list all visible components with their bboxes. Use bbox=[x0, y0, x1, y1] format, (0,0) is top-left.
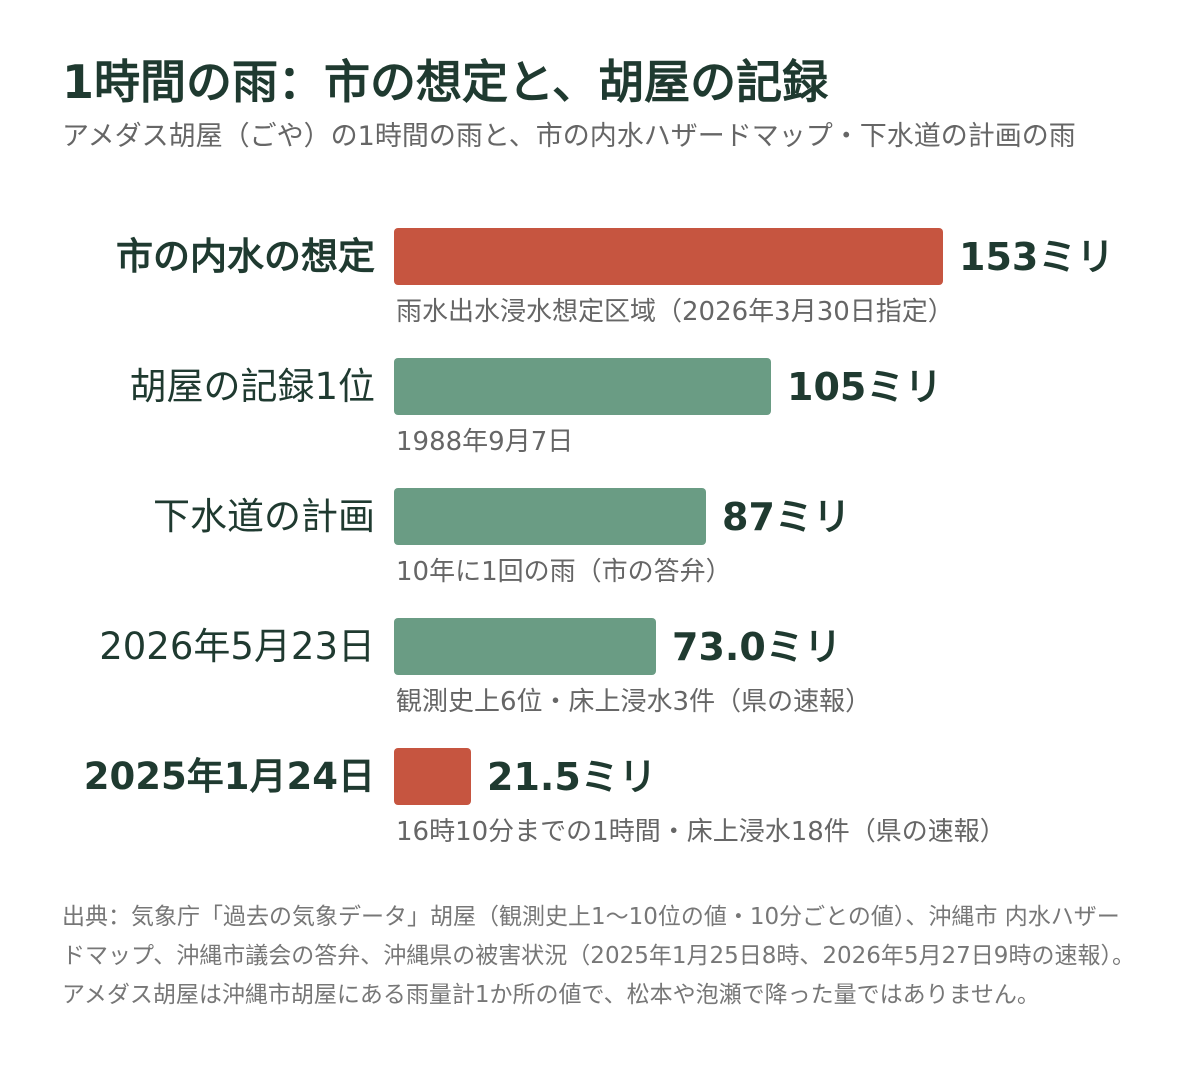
value-label: 153ミリ bbox=[959, 234, 1115, 279]
bar bbox=[394, 748, 471, 805]
value-label: 73.0ミリ bbox=[672, 624, 842, 669]
category-label: 下水道の計画 bbox=[153, 494, 375, 538]
category-label: 2026年5月23日 bbox=[99, 624, 375, 668]
note-label: 16時10分までの1時間・床上浸水18件（県の速報） bbox=[396, 817, 1006, 847]
source-note: 出典：気象庁「過去の気象データ」胡屋（観測史上1～10位の値・10分ごとの値）、… bbox=[62, 904, 1135, 1008]
value-label: 87ミリ bbox=[722, 494, 851, 539]
chart-title: 1時間の雨：市の想定と、胡屋の記録 bbox=[62, 55, 829, 109]
bar-chart: 市の内水の想定 153ミリ 雨水出水浸水想定区域（2026年3月30日指定） 胡屋の記… bbox=[83, 228, 1115, 847]
value-label: 105ミリ bbox=[787, 364, 943, 409]
bar bbox=[394, 618, 656, 675]
bar bbox=[394, 358, 771, 415]
category-label: 胡屋の記録1位 bbox=[129, 364, 375, 408]
note-label: 1988年9月7日 bbox=[396, 427, 574, 457]
chart-subtitle: アメダス胡屋（ごや）の1時間の雨と、市の内水ハザードマップ・下水道の計画の雨 bbox=[62, 121, 1076, 152]
category-label: 2025年1月24日 bbox=[83, 754, 375, 798]
note-label: 観測史上6位・床上浸水3件（県の速報） bbox=[396, 687, 872, 717]
category-label: 市の内水の想定 bbox=[116, 234, 375, 278]
bar bbox=[394, 488, 706, 545]
note-label: 雨水出水浸水想定区域（2026年3月30日指定） bbox=[396, 297, 954, 327]
value-label: 21.5ミリ bbox=[487, 754, 657, 799]
bar bbox=[394, 228, 943, 285]
note-label: 10年に1回の雨（市の答弁） bbox=[396, 557, 732, 587]
